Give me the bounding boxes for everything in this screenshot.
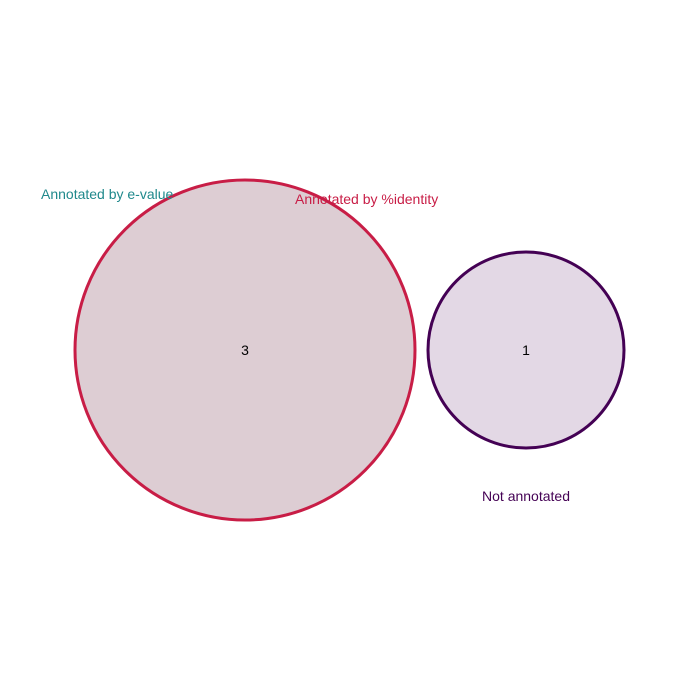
set-label-evalue: Annotated by e-value bbox=[41, 186, 174, 202]
set-label-not-annotated: Not annotated bbox=[482, 488, 570, 504]
set-circle-not-annotated bbox=[426, 250, 626, 450]
region-count-not-annotated: 1 bbox=[522, 342, 530, 358]
set-circle-evalue-identity bbox=[73, 178, 417, 522]
set-label-identity: Annotated by %identity bbox=[295, 191, 438, 207]
region-count-evalue-identity: 3 bbox=[241, 342, 249, 358]
